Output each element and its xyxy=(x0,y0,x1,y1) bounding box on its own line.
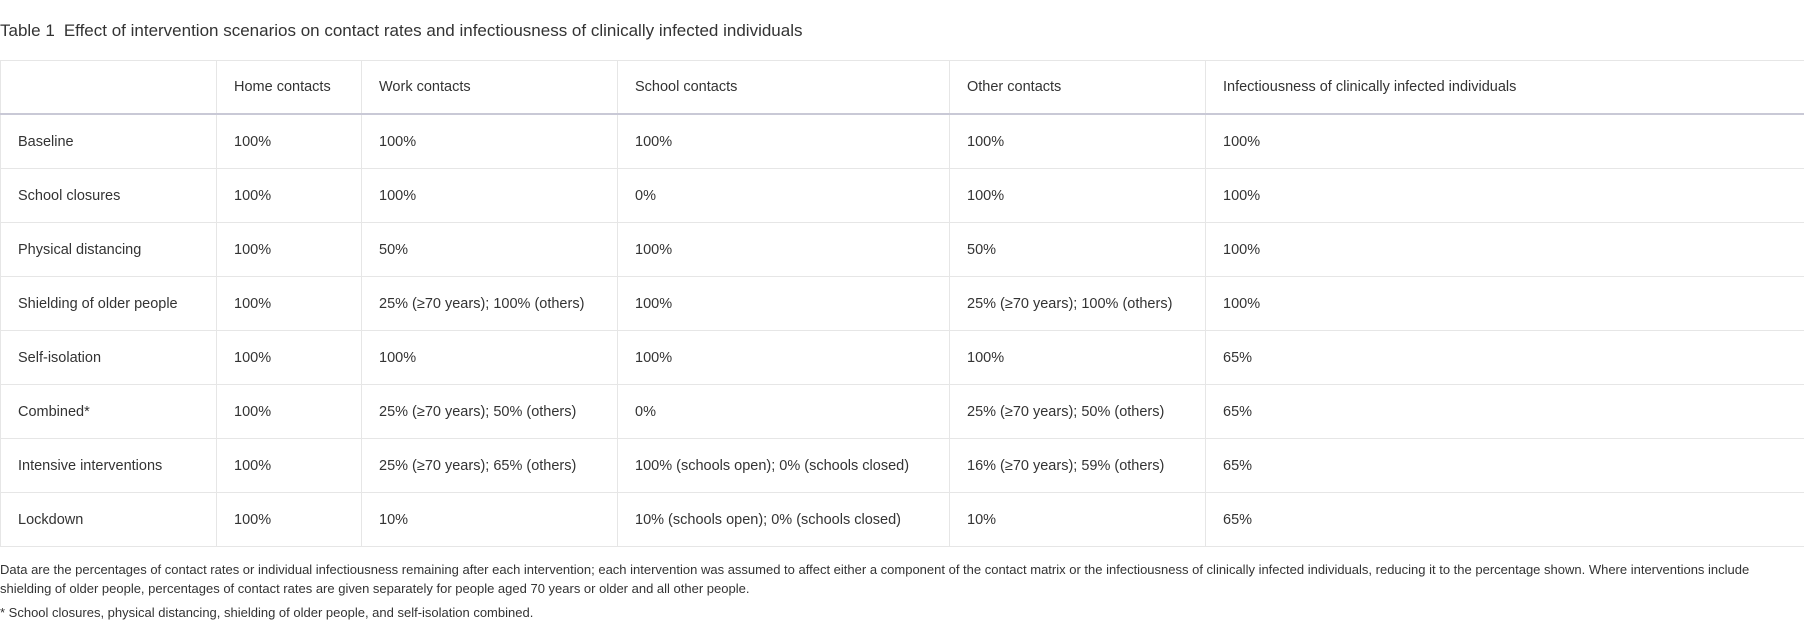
scenario-cell: Physical distancing xyxy=(0,222,217,277)
work-contacts-cell: 25% (≥70 years); 50% (others) xyxy=(361,384,618,439)
other-contacts-cell: 100% xyxy=(949,330,1206,385)
school-contacts-cell: 100% xyxy=(617,222,950,277)
work-contacts-cell: 10% xyxy=(361,492,618,547)
home-contacts-cell: 100% xyxy=(216,438,362,493)
home-contacts-cell: 100% xyxy=(216,168,362,223)
school-contacts-cell: 100% xyxy=(617,330,950,385)
work-contacts-cell: 25% (≥70 years); 65% (others) xyxy=(361,438,618,493)
home-contacts-cell: 100% xyxy=(216,330,362,385)
school-contacts-cell: 0% xyxy=(617,384,950,439)
scenario-cell: Intensive interventions xyxy=(0,438,217,493)
work-contacts-cell: 50% xyxy=(361,222,618,277)
table-row: Self-isolation 100% 100% 100% 100% 65% xyxy=(0,330,1804,385)
table-row: Intensive interventions 100% 25% (≥70 ye… xyxy=(0,438,1804,493)
table-row: Baseline 100% 100% 100% 100% 100% xyxy=(0,113,1804,169)
scenario-cell: Lockdown xyxy=(0,492,217,547)
scenario-cell: Shielding of older people xyxy=(0,276,217,331)
infectiousness-cell: 65% xyxy=(1205,438,1804,493)
school-contacts-cell: 100% xyxy=(617,276,950,331)
school-contacts-cell: 100% xyxy=(617,113,950,169)
other-contacts-cell: 100% xyxy=(949,113,1206,169)
infectiousness-cell: 65% xyxy=(1205,492,1804,547)
table-header-row: Home contacts Work contacts School conta… xyxy=(0,60,1804,115)
home-contacts-cell: 100% xyxy=(216,276,362,331)
footnote-asterisk: * School closures, physical distancing, … xyxy=(0,605,534,620)
school-contacts-cell: 0% xyxy=(617,168,950,223)
table-row: Physical distancing 100% 50% 100% 50% 10… xyxy=(0,222,1804,277)
scenario-cell: Combined* xyxy=(0,384,217,439)
infectiousness-cell: 100% xyxy=(1205,168,1804,223)
home-contacts-cell: 100% xyxy=(216,384,362,439)
table-row: Lockdown 100% 10% 10% (schools open); 0%… xyxy=(0,492,1804,547)
infectiousness-cell: 100% xyxy=(1205,222,1804,277)
infectiousness-cell: 65% xyxy=(1205,330,1804,385)
infectiousness-cell: 100% xyxy=(1205,113,1804,169)
intervention-table: Home contacts Work contacts School conta… xyxy=(0,60,1804,547)
header-school-contacts: School contacts xyxy=(617,60,950,115)
work-contacts-cell: 25% (≥70 years); 100% (others) xyxy=(361,276,618,331)
work-contacts-cell: 100% xyxy=(361,330,618,385)
other-contacts-cell: 10% xyxy=(949,492,1206,547)
header-home-contacts: Home contacts xyxy=(216,60,362,115)
infectiousness-cell: 100% xyxy=(1205,276,1804,331)
other-contacts-cell: 25% (≥70 years); 50% (others) xyxy=(949,384,1206,439)
work-contacts-cell: 100% xyxy=(361,113,618,169)
table-row: School closures 100% 100% 0% 100% 100% xyxy=(0,168,1804,223)
table-footnotes: Data are the percentages of contact rate… xyxy=(0,560,1790,627)
other-contacts-cell: 50% xyxy=(949,222,1206,277)
home-contacts-cell: 100% xyxy=(216,113,362,169)
header-work-contacts: Work contacts xyxy=(361,60,618,115)
table-row: Shielding of older people 100% 25% (≥70 … xyxy=(0,276,1804,331)
other-contacts-cell: 25% (≥70 years); 100% (others) xyxy=(949,276,1206,331)
scenario-cell: Baseline xyxy=(0,113,217,169)
home-contacts-cell: 100% xyxy=(216,492,362,547)
header-other-contacts: Other contacts xyxy=(949,60,1206,115)
scenario-cell: School closures xyxy=(0,168,217,223)
header-scenario xyxy=(0,60,217,115)
scenario-cell: Self-isolation xyxy=(0,330,217,385)
table-label: Table 1 xyxy=(0,21,55,40)
other-contacts-cell: 16% (≥70 years); 59% (others) xyxy=(949,438,1206,493)
table-title: Effect of intervention scenarios on cont… xyxy=(63,21,803,40)
table-caption: Table 1 Effect of intervention scenarios … xyxy=(0,21,802,41)
home-contacts-cell: 100% xyxy=(216,222,362,277)
other-contacts-cell: 100% xyxy=(949,168,1206,223)
table-row: Combined* 100% 25% (≥70 years); 50% (oth… xyxy=(0,384,1804,439)
infectiousness-cell: 65% xyxy=(1205,384,1804,439)
footnote-note: Data are the percentages of contact rate… xyxy=(0,562,1750,596)
school-contacts-cell: 10% (schools open); 0% (schools closed) xyxy=(617,492,950,547)
work-contacts-cell: 100% xyxy=(361,168,618,223)
header-infectiousness: Infectiousness of clinically infected in… xyxy=(1205,60,1804,115)
school-contacts-cell: 100% (schools open); 0% (schools closed) xyxy=(617,438,950,493)
